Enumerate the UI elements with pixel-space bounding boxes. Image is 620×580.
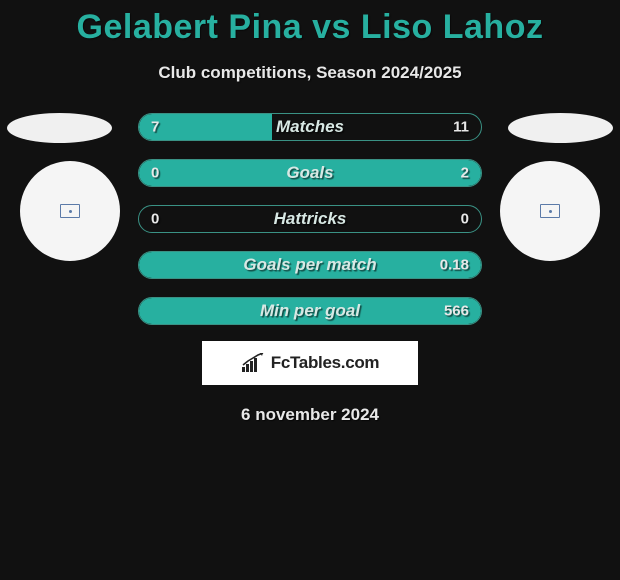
stat-label: Matches [139, 117, 481, 137]
comparison-title: Gelabert Pina vs Liso Lahoz [0, 0, 620, 47]
stat-bar: 0Hattricks0 [138, 205, 482, 233]
stat-value-right: 2 [461, 165, 469, 182]
stat-value-right: 566 [444, 303, 469, 320]
player-left-circle [20, 161, 120, 261]
stat-bar: 0Goals2 [138, 159, 482, 187]
date-text: 6 november 2024 [0, 405, 620, 425]
stat-label: Hattricks [139, 209, 481, 229]
stat-value-right: 0 [461, 211, 469, 228]
stat-label: Goals [139, 163, 481, 183]
stat-bar: Goals per match0.18 [138, 251, 482, 279]
player-left-oval [7, 113, 112, 143]
player-right-circle [500, 161, 600, 261]
brand-box: FcTables.com [202, 341, 418, 385]
brand-chart-icon [241, 353, 267, 373]
comparison-subtitle: Club competitions, Season 2024/2025 [0, 63, 620, 83]
placeholder-badge-icon [540, 204, 560, 218]
comparison-bars: 7Matches110Goals20Hattricks0Goals per ma… [138, 113, 482, 343]
player-right-oval [508, 113, 613, 143]
brand-text: FcTables.com [271, 353, 380, 373]
stat-label: Goals per match [139, 255, 481, 275]
stat-value-right: 11 [453, 119, 469, 136]
stat-value-right: 0.18 [440, 257, 469, 274]
stat-bar: 7Matches11 [138, 113, 482, 141]
placeholder-badge-icon [60, 204, 80, 218]
stat-label: Min per goal [139, 301, 481, 321]
stat-bar: Min per goal566 [138, 297, 482, 325]
